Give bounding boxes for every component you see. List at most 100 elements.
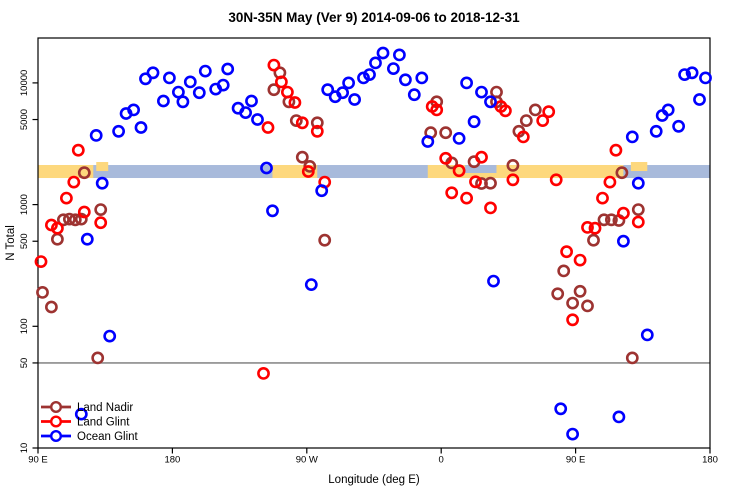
data-point <box>566 427 579 441</box>
data-point <box>588 221 602 235</box>
data-point <box>221 62 235 76</box>
data-point <box>183 75 197 89</box>
data-point <box>363 68 376 81</box>
data-point <box>94 203 108 216</box>
data-point <box>134 121 148 134</box>
data-point <box>51 232 64 246</box>
data-point <box>280 85 294 99</box>
data-point <box>609 143 623 157</box>
legend-item-land-nadir: Land Nadir <box>41 401 133 414</box>
data-point <box>91 351 105 365</box>
data-point <box>566 296 579 310</box>
data-point <box>631 176 645 190</box>
data-point <box>617 234 630 248</box>
chart-title: 30N-35N May (Ver 9) 2014-09-06 to 2018-1… <box>228 10 520 25</box>
y-tick-label: 1000 <box>19 194 30 215</box>
y-tick-label: 10000 <box>19 70 30 96</box>
data-point <box>469 175 482 189</box>
data-point <box>649 124 663 138</box>
data-point <box>460 191 473 205</box>
data-point <box>685 66 699 80</box>
data-point <box>631 203 645 216</box>
data-point <box>392 48 406 62</box>
data-point <box>386 62 400 75</box>
data-points <box>34 46 712 441</box>
data-point <box>321 83 335 97</box>
data-point <box>625 130 639 144</box>
data-point <box>34 255 48 268</box>
data-point <box>112 124 125 138</box>
data-point <box>348 93 361 106</box>
data-point <box>407 88 421 102</box>
x-tick-label: 90 E <box>28 455 48 466</box>
series-land-glint <box>34 58 645 380</box>
data-point <box>612 410 626 424</box>
data-point <box>127 103 140 117</box>
data-point <box>376 46 390 60</box>
data-point <box>452 131 466 145</box>
data-point <box>103 329 117 343</box>
data-point <box>587 233 600 247</box>
data-point <box>295 116 309 130</box>
data-point <box>342 76 355 90</box>
data-point <box>257 366 270 380</box>
data-point <box>267 83 281 97</box>
data-point <box>484 95 497 109</box>
x-tick-label: 90 W <box>296 455 318 466</box>
series-ocean-glint <box>74 46 712 441</box>
data-point <box>631 215 645 229</box>
data-point <box>640 328 654 342</box>
data-point <box>566 313 579 327</box>
y-tick-label: 100 <box>19 318 30 334</box>
data-point <box>452 164 466 178</box>
data-point <box>661 103 675 117</box>
data-point <box>519 114 533 127</box>
data-point <box>625 351 639 365</box>
data-point <box>261 121 275 134</box>
data-point <box>176 95 190 109</box>
data-point <box>192 86 206 100</box>
x-tick-label: 90 E <box>566 455 586 466</box>
x-tick-label: 0 <box>439 455 444 466</box>
y-axis-label: N Total <box>5 225 17 261</box>
data-point <box>74 407 88 421</box>
data-point <box>596 191 609 205</box>
data-point <box>310 124 324 138</box>
data-point <box>484 176 497 190</box>
plot-border <box>37 37 711 449</box>
data-point <box>260 161 273 175</box>
data-point <box>68 213 82 227</box>
data-point <box>693 93 706 106</box>
legend-label-land-nadir: Land Nadir <box>77 402 133 414</box>
data-point <box>156 94 170 108</box>
data-point <box>516 130 530 144</box>
data-point <box>146 66 160 80</box>
data-point <box>475 150 488 164</box>
data-point <box>557 264 571 278</box>
legend-marker-land-nadir <box>50 401 63 414</box>
data-point <box>484 201 497 215</box>
data-point <box>289 114 303 127</box>
data-point <box>245 94 258 108</box>
x-tick-label: 180 <box>702 455 718 466</box>
legend-item-ocean-glint: Ocean Glint <box>41 430 139 443</box>
data-point <box>95 176 109 190</box>
data-point <box>266 204 279 218</box>
x-axis: 90 E 180 90 W 0 90 E 180 <box>28 448 718 466</box>
band-ocean-patch <box>465 165 497 174</box>
data-point <box>77 166 91 180</box>
data-point <box>139 72 152 86</box>
data-point <box>551 287 565 301</box>
band-island <box>96 162 109 172</box>
data-point <box>672 119 685 133</box>
data-point <box>216 78 230 92</box>
data-point <box>304 278 318 291</box>
y-tick-label: 10 <box>19 443 30 454</box>
data-point <box>581 299 594 313</box>
data-point <box>315 184 329 198</box>
data-point <box>57 213 70 227</box>
data-point <box>603 175 617 189</box>
data-point <box>80 232 94 246</box>
